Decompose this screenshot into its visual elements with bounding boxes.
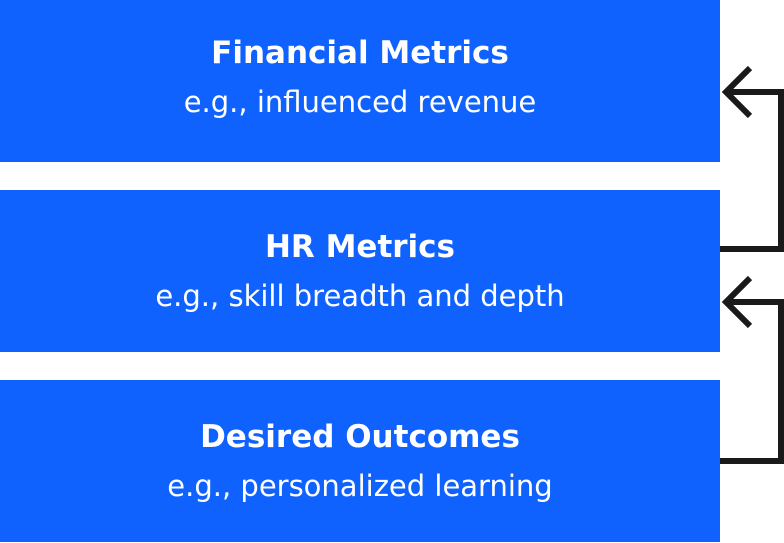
box-subtitle: e.g., skill breadth and depth (155, 278, 565, 313)
arrow-hr-to-financial-icon (720, 65, 784, 252)
arrow-outcomes-to-hr-icon (720, 275, 784, 464)
financial-metrics-box: Financial Metrics e.g., influenced reven… (0, 0, 720, 162)
desired-outcomes-box: Desired Outcomes e.g., personalized lear… (0, 380, 720, 542)
box-subtitle: e.g., influenced revenue (183, 85, 537, 119)
box-subtitle: e.g., personalized learning (167, 468, 553, 503)
box-title: HR Metrics (264, 228, 456, 265)
box-title: Financial Metrics (211, 35, 509, 71)
box-title: Desired Outcomes (200, 418, 520, 455)
hr-metrics-box: HR Metrics e.g., skill breadth and depth (0, 190, 720, 352)
